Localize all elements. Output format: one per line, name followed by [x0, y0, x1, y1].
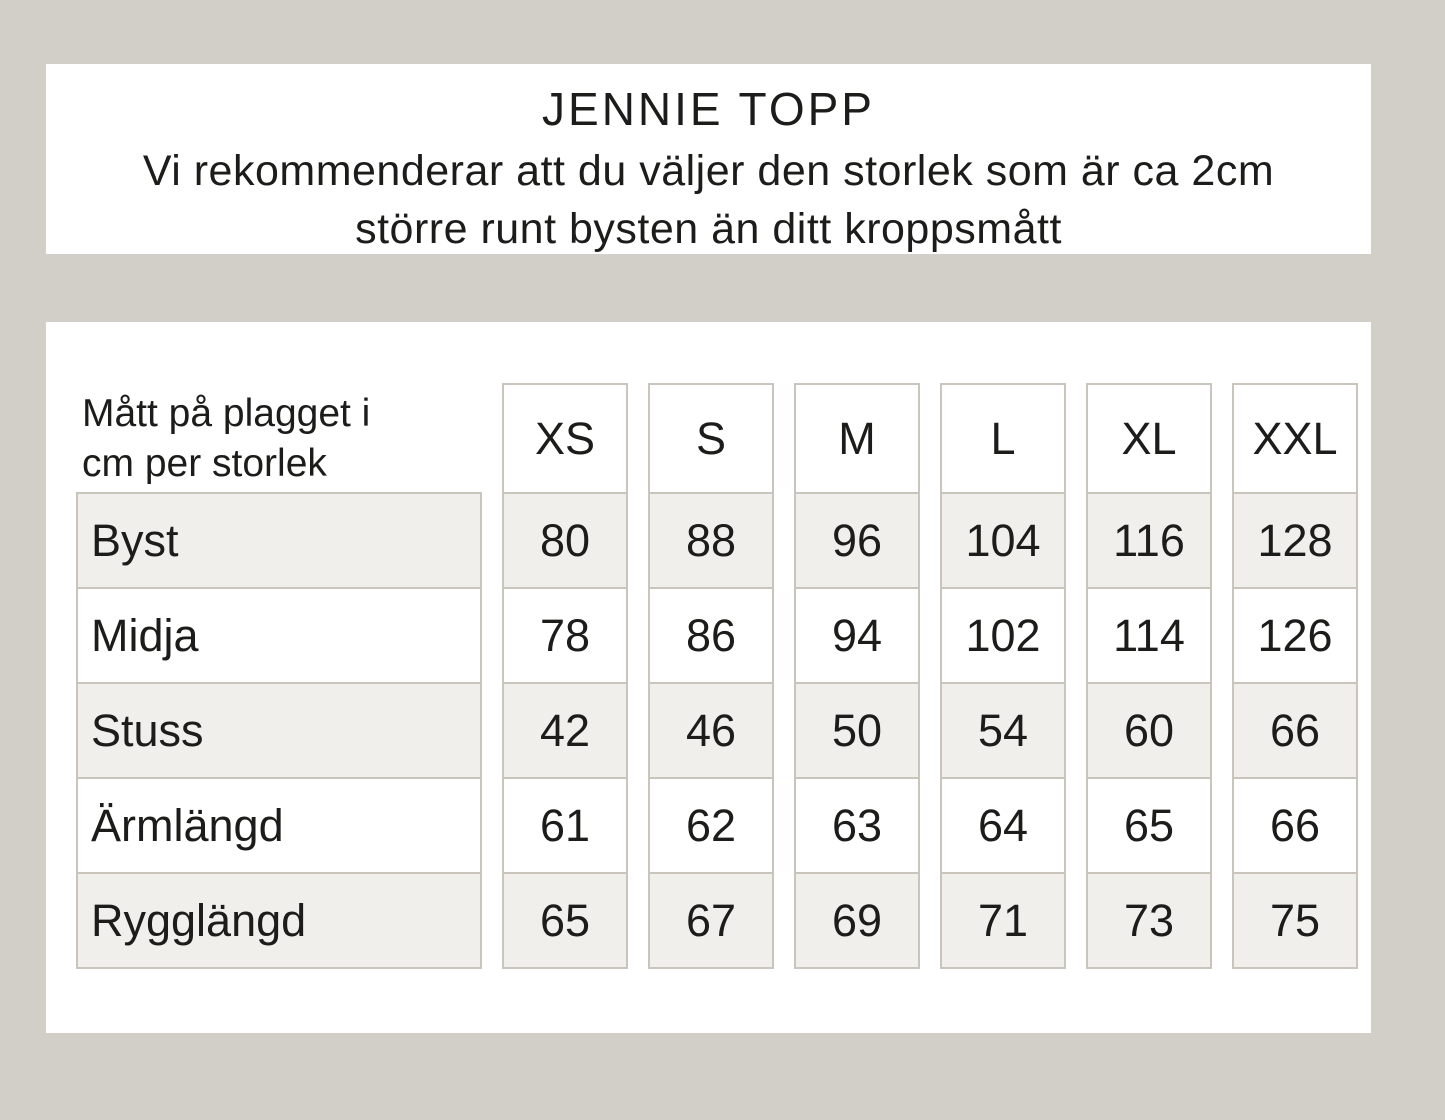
value-armlangd-m: 63 [794, 777, 920, 874]
value-byst-xs: 80 [502, 492, 628, 589]
size-column-s: S 88 86 46 62 67 [648, 383, 774, 969]
value-midja-l: 102 [940, 587, 1066, 684]
size-recommendation-line-2: större runt bysten än ditt kroppsmått [355, 205, 1062, 253]
value-armlangd-s: 62 [648, 777, 774, 874]
value-rygglangd-l: 71 [940, 872, 1066, 969]
value-rygglangd-xxl: 75 [1232, 872, 1358, 969]
size-column-l: L 104 102 54 64 71 [940, 383, 1066, 969]
size-column-xs: XS 80 78 42 61 65 [502, 383, 628, 969]
value-stuss-xs: 42 [502, 682, 628, 779]
value-byst-xxl: 128 [1232, 492, 1358, 589]
value-armlangd-xs: 61 [502, 777, 628, 874]
value-byst-s: 88 [648, 492, 774, 589]
size-column-header-xl: XL [1086, 383, 1212, 494]
value-midja-xl: 114 [1086, 587, 1212, 684]
row-label-rygglangd: Rygglängd [76, 872, 482, 969]
size-column-header-xxl: XXL [1232, 383, 1358, 494]
row-label-stuss: Stuss [76, 682, 482, 779]
measurement-label-column: Mått på plagget i cm per storlek Byst Mi… [76, 383, 482, 969]
value-rygglangd-xs: 65 [502, 872, 628, 969]
value-armlangd-xl: 65 [1086, 777, 1212, 874]
size-recommendation-line-1: Vi rekommenderar att du väljer den storl… [142, 147, 1275, 195]
value-stuss-m: 50 [794, 682, 920, 779]
value-byst-l: 104 [940, 492, 1066, 589]
size-recommendation-text: Vi rekommenderar att du väljer den storl… [46, 142, 1371, 258]
value-byst-m: 96 [794, 492, 920, 589]
size-column-header-m: M [794, 383, 920, 494]
value-midja-xxl: 126 [1232, 587, 1358, 684]
product-title: JENNIE TOPP [542, 83, 875, 135]
value-midja-m: 94 [794, 587, 920, 684]
value-rygglangd-m: 69 [794, 872, 920, 969]
value-byst-xl: 116 [1086, 492, 1212, 589]
size-column-m: M 96 94 50 63 69 [794, 383, 920, 969]
corner-label-line-1: Mått på plagget i [82, 391, 371, 435]
row-label-byst: Byst [76, 492, 482, 589]
value-rygglangd-s: 67 [648, 872, 774, 969]
size-column-header-xs: XS [502, 383, 628, 494]
value-stuss-l: 54 [940, 682, 1066, 779]
corner-label-line-2: cm per storlek [82, 441, 327, 485]
size-column-xxl: XXL 128 126 66 66 75 [1232, 383, 1358, 969]
row-label-armlangd: Ärmlängd [76, 777, 482, 874]
value-midja-s: 86 [648, 587, 774, 684]
size-column-header-s: S [648, 383, 774, 494]
value-stuss-s: 46 [648, 682, 774, 779]
size-chart-table: Mått på plagget i cm per storlek Byst Mi… [76, 383, 1358, 969]
value-armlangd-xxl: 66 [1232, 777, 1358, 874]
size-column-header-l: L [940, 383, 1066, 494]
value-armlangd-l: 64 [940, 777, 1066, 874]
row-label-midja: Midja [76, 587, 482, 684]
corner-label: Mått på plagget i cm per storlek [76, 383, 482, 494]
value-stuss-xl: 60 [1086, 682, 1212, 779]
value-midja-xs: 78 [502, 587, 628, 684]
size-column-xl: XL 116 114 60 65 73 [1086, 383, 1212, 969]
value-stuss-xxl: 66 [1232, 682, 1358, 779]
size-chart-panel: Mått på plagget i cm per storlek Byst Mi… [46, 322, 1371, 1033]
value-rygglangd-xl: 73 [1086, 872, 1212, 969]
header-panel: JENNIE TOPP Vi rekommenderar att du välj… [46, 64, 1371, 254]
